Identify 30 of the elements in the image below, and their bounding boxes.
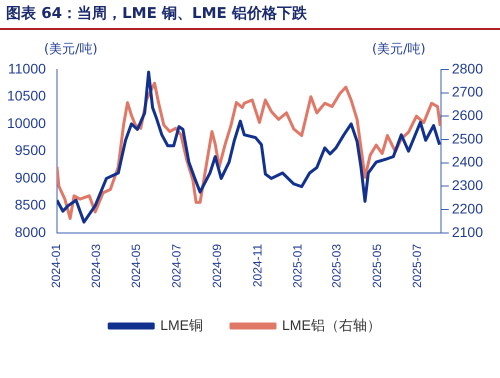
chart-title: 图表 64：当周，LME 铜、LME 铝价格下跌 xyxy=(6,4,308,23)
y2-tick-label: 2700 xyxy=(452,84,484,100)
x-tick-label: 2024-09 xyxy=(210,244,224,288)
y2-tick-label: 2300 xyxy=(452,177,484,194)
y2-tick-label: 2400 xyxy=(452,154,484,170)
y2-tick-label: 2500 xyxy=(452,130,484,146)
y-tick-label: 10000 xyxy=(6,114,46,131)
y-tick-label: 9000 xyxy=(14,169,46,186)
y2-tick-label: 2100 xyxy=(452,224,484,240)
x-tick-label: 2024-11 xyxy=(250,244,264,288)
y2-tick-label: 2200 xyxy=(452,200,484,216)
x-tick-label: 2024-03 xyxy=(88,244,103,288)
y-tick-label: 9500 xyxy=(14,142,46,158)
x-tick-label: 2025-07 xyxy=(410,244,424,288)
y-tick-label: 8500 xyxy=(14,196,46,213)
x-tick-label: 2025-01 xyxy=(290,244,305,288)
y2-axis-title: (美元/吨) xyxy=(372,41,426,58)
y2-tick-label: 2600 xyxy=(452,106,484,123)
y-tick-label: 8000 xyxy=(14,224,46,240)
legend-label: LME铜 xyxy=(160,316,204,333)
y-axis-title: (美元/吨) xyxy=(44,41,98,58)
x-tick-label: 2024-05 xyxy=(129,244,144,288)
x-tick-label: 2024-01 xyxy=(49,244,64,288)
y-tick-label: 11000 xyxy=(8,60,46,76)
legend-label: LME铝（右轴） xyxy=(282,316,381,333)
y-tick-label: 10500 xyxy=(6,88,46,104)
x-tick-label: 2024-07 xyxy=(169,244,184,288)
y2-tick-label: 2800 xyxy=(452,60,484,76)
x-tick-label: 2025-03 xyxy=(330,244,344,288)
x-tick-label: 2025-05 xyxy=(370,244,384,288)
